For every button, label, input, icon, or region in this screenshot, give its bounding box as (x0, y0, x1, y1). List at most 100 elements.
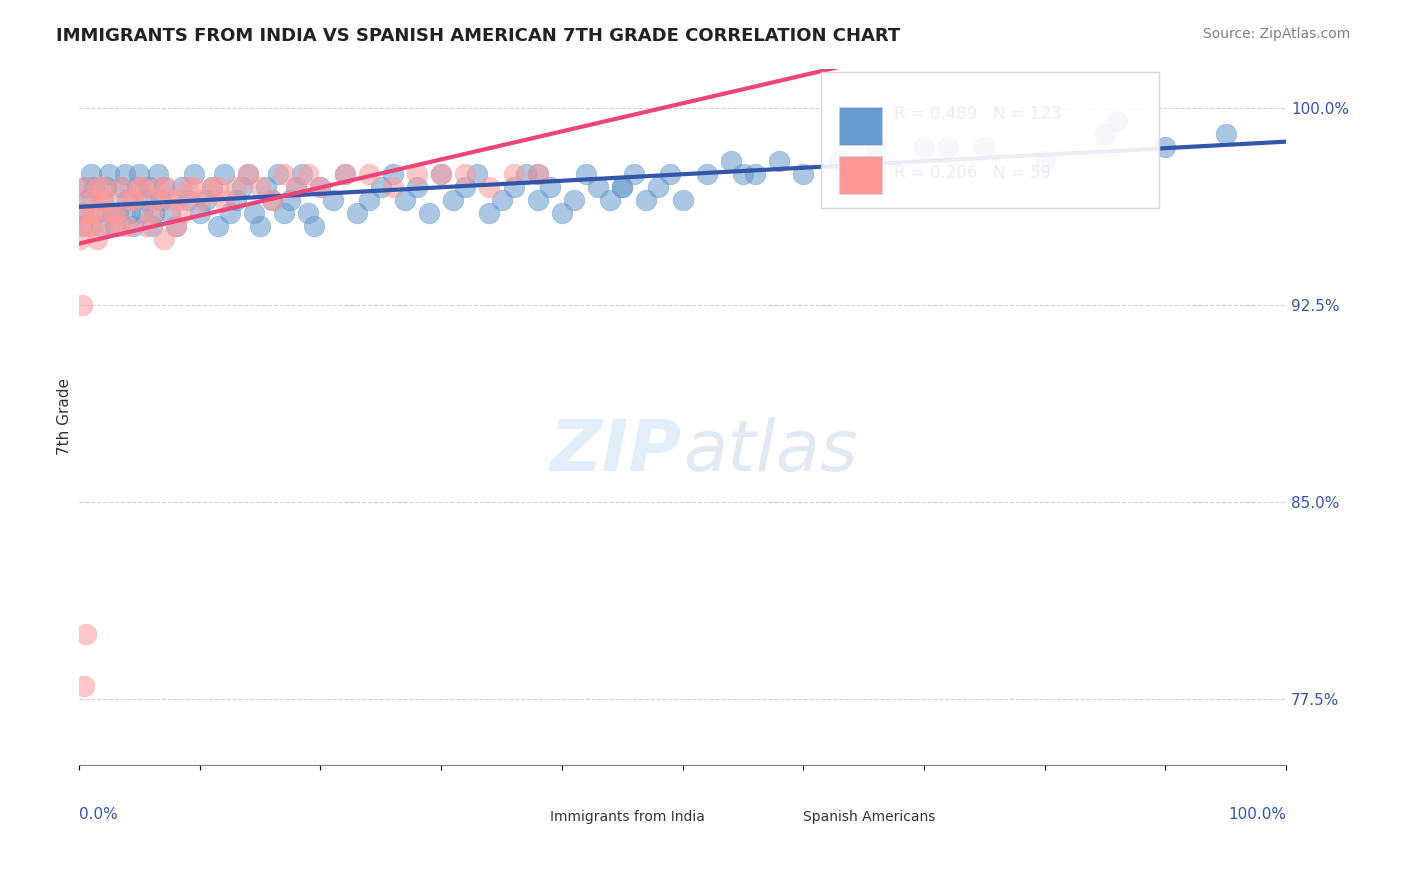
Point (502, 167, 524, 181)
Point (285, 179, 308, 194)
Point (146, 167, 169, 181)
Point (562, 193, 585, 207)
Point (381, 167, 404, 181)
Point (370, 179, 392, 194)
Point (125, 179, 148, 194)
Text: Spanish Americans: Spanish Americans (803, 810, 935, 824)
Point (94, 193, 117, 207)
Point (406, 179, 429, 194)
Point (502, 179, 524, 194)
Point (515, 167, 537, 181)
Point (82, 206, 104, 220)
Point (731, 167, 754, 181)
Point (467, 167, 489, 181)
Point (526, 167, 548, 181)
Point (526, 167, 548, 181)
Point (225, 179, 247, 194)
Point (108, 219, 131, 234)
Point (75, 626, 97, 640)
Point (744, 167, 766, 181)
Point (169, 193, 191, 207)
Point (612, 179, 634, 194)
Point (478, 206, 501, 220)
Text: atlas: atlas (682, 417, 858, 486)
Point (75, 179, 97, 194)
Point (333, 167, 356, 181)
Point (357, 193, 380, 207)
Point (575, 167, 598, 181)
Point (188, 193, 211, 207)
Point (188, 206, 211, 220)
Point (278, 193, 301, 207)
Text: ZIP: ZIP (550, 417, 682, 486)
Point (254, 179, 277, 194)
Point (117, 219, 139, 234)
Point (91, 193, 114, 207)
Text: 100.0%: 100.0% (1227, 806, 1286, 822)
Point (647, 179, 669, 194)
Point (143, 193, 166, 207)
Point (491, 193, 513, 207)
Point (973, 140, 995, 154)
Point (207, 179, 229, 194)
Point (110, 179, 132, 194)
Point (538, 179, 561, 194)
Point (612, 179, 634, 194)
Point (297, 167, 319, 181)
Point (912, 140, 935, 154)
Point (1105, 114, 1128, 128)
Point (159, 193, 181, 207)
FancyBboxPatch shape (755, 804, 792, 831)
Point (273, 167, 295, 181)
Point (1033, 153, 1056, 168)
Point (177, 193, 200, 207)
FancyBboxPatch shape (839, 107, 882, 145)
Point (98, 219, 121, 234)
Point (194, 193, 217, 207)
Point (231, 179, 253, 194)
Point (454, 179, 477, 194)
Point (131, 179, 153, 194)
Point (101, 206, 124, 220)
Point (236, 167, 259, 181)
Point (1094, 127, 1116, 141)
Point (122, 219, 145, 234)
Point (152, 179, 174, 194)
Point (551, 206, 574, 220)
Point (273, 206, 295, 220)
Point (90, 193, 112, 207)
Point (212, 193, 235, 207)
Point (381, 179, 404, 194)
Point (104, 206, 127, 220)
Point (114, 167, 136, 181)
Point (599, 193, 621, 207)
Point (86, 232, 108, 246)
Point (128, 167, 150, 181)
Point (478, 179, 501, 194)
Point (165, 219, 187, 234)
Point (1215, 127, 1237, 141)
FancyBboxPatch shape (839, 155, 882, 194)
Point (212, 167, 235, 181)
Point (77, 219, 100, 234)
Point (79, 219, 101, 234)
Point (107, 206, 129, 220)
Point (418, 206, 440, 220)
Point (72, 206, 94, 220)
Point (141, 219, 163, 234)
Point (262, 193, 284, 207)
Point (131, 206, 153, 220)
Point (83, 179, 105, 194)
Point (659, 167, 682, 181)
Point (170, 179, 193, 194)
Point (118, 206, 141, 220)
Point (430, 167, 453, 181)
Point (201, 179, 224, 194)
Text: Immigrants from India: Immigrants from India (550, 810, 704, 824)
Point (117, 193, 139, 207)
Point (696, 167, 718, 181)
Point (183, 167, 205, 181)
Text: R = 0.489   N = 123: R = 0.489 N = 123 (894, 104, 1062, 123)
Point (357, 167, 380, 181)
Point (1154, 140, 1177, 154)
